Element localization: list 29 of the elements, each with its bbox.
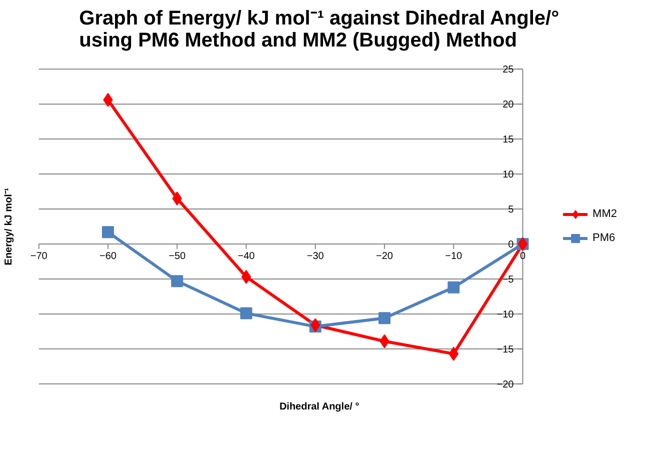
point xyxy=(102,226,114,238)
y-tick-label: −15 xyxy=(496,344,514,356)
legend-label: MM2 xyxy=(592,208,617,220)
point xyxy=(241,270,252,284)
y-tick-label: 15 xyxy=(502,134,514,146)
x-tick-label: −60 xyxy=(100,250,117,262)
x-tick-label: −30 xyxy=(306,250,324,262)
point xyxy=(171,275,184,288)
x-tick-label: 0 xyxy=(520,250,526,262)
legend-label: PM6 xyxy=(592,232,616,244)
x-tick-label: −70 xyxy=(30,250,48,262)
x-tick-label: −10 xyxy=(445,250,463,262)
x-tick-label: −50 xyxy=(168,250,186,262)
point xyxy=(378,312,390,324)
x-tick-label: −20 xyxy=(376,250,394,262)
y-tick-label: 25 xyxy=(502,64,514,76)
y-tick-label: −5 xyxy=(502,274,514,286)
point xyxy=(240,307,252,320)
y-tick-label: 20 xyxy=(502,100,514,111)
y-axis-title: Energy/ kJ mol⁻¹ xyxy=(4,187,14,266)
point xyxy=(448,281,460,294)
x-tick-label: −40 xyxy=(238,250,256,262)
y-tick-label: 10 xyxy=(502,170,514,181)
y-tick-label: −20 xyxy=(496,379,514,390)
y-tick-label: −10 xyxy=(496,309,514,320)
y-tick-label: 5 xyxy=(508,204,514,216)
chart-title: Graph of Energy/ kJ mol⁻¹ against Dihedral Angle/° using PM6 Method and MM2 (Bugged) Method xyxy=(79,8,560,52)
x-axis-title: Dihedral Angle/ ° xyxy=(279,402,360,412)
y-tick-label: 0 xyxy=(508,239,514,250)
